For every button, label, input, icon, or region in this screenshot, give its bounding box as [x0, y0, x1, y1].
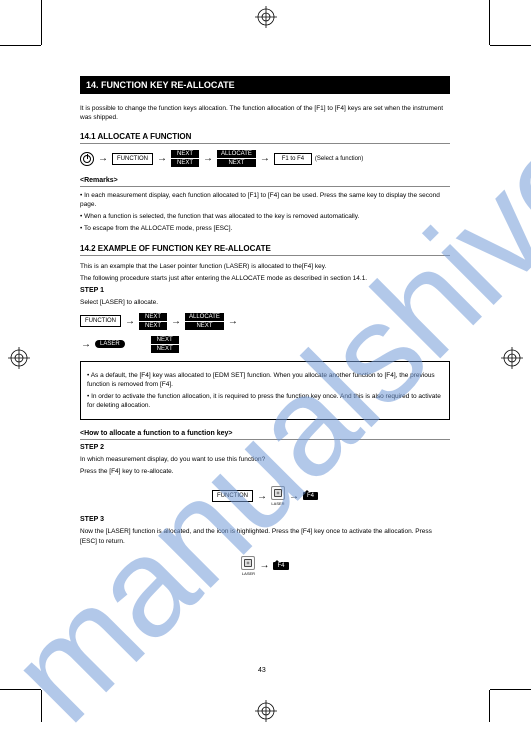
arrow-icon: →: [259, 153, 271, 164]
step-label: STEP 2: [80, 444, 450, 451]
flow-sequence: LASER → F4: [241, 556, 288, 576]
crop-mark: [41, 690, 42, 722]
crop-mark: [489, 690, 490, 722]
arrow-icon: →: [202, 153, 214, 164]
flow-sequence: → LASER NEXT NEXT: [80, 336, 450, 353]
crop-mark: [489, 0, 490, 45]
crop-mark: [0, 689, 41, 690]
remarks-text: • In each measurement display, each func…: [80, 191, 450, 233]
next-button: NEXT: [139, 313, 167, 321]
sub-heading: <Remarks>: [80, 177, 450, 187]
allocate-button: ALLOCATE: [217, 150, 256, 158]
next-button: NEXT: [171, 150, 199, 158]
power-icon: [80, 152, 94, 166]
arrow-icon: →: [156, 153, 168, 164]
flow-sequence: FUNCTION → LASER → F4: [212, 486, 318, 506]
crop-mark: [490, 45, 531, 46]
sub-heading: <How to allocate a function to a functio…: [80, 430, 450, 440]
note-text: (Select a function): [315, 156, 363, 162]
arrow-icon: →: [80, 339, 92, 350]
section-heading: 14.1 ALLOCATE A FUNCTION: [80, 132, 450, 144]
laser-icon: [241, 556, 255, 570]
next-button: NEXT: [139, 322, 167, 330]
flow-sequence: FUNCTION → NEXT NEXT → ALLOCATE NEXT →: [80, 313, 450, 330]
f-key-button: F1 to F4: [274, 153, 312, 165]
arrow-icon: →: [258, 560, 270, 571]
crop-mark: [0, 45, 41, 46]
arrow-icon: →: [97, 153, 109, 164]
page-content: 14. FUNCTION KEY RE-ALLOCATE It is possi…: [80, 76, 450, 582]
intro-text: It is possible to change the function ke…: [80, 104, 450, 122]
laser-label: LASER: [242, 571, 255, 576]
next-button: NEXT: [151, 345, 179, 353]
flow-sequence: → FUNCTION → NEXT NEXT → ALLOCATE NEXT →…: [80, 150, 450, 167]
next-button: NEXT: [171, 159, 199, 167]
registration-mark-icon: [255, 6, 277, 28]
crop-mark: [490, 689, 531, 690]
arrow-icon: →: [227, 316, 239, 327]
laser-icon: [271, 486, 285, 500]
registration-mark-icon: [255, 700, 277, 722]
page-title: 14. FUNCTION KEY RE-ALLOCATE: [80, 76, 450, 94]
section-heading: 14.2 EXAMPLE OF FUNCTION KEY RE-ALLOCATE: [80, 244, 450, 256]
note-box: • As a default, the [F4] key was allocat…: [80, 361, 450, 420]
f4-key: F4: [273, 562, 288, 570]
page-number: 43: [258, 667, 266, 674]
allocate-button: ALLOCATE: [185, 313, 224, 321]
laser-button: LASER: [95, 340, 125, 348]
laser-label: LASER: [271, 501, 284, 506]
arrow-icon: →: [288, 491, 300, 502]
body-text: This is an example that the Laser pointe…: [80, 262, 450, 283]
f4-key: F4: [303, 492, 318, 500]
registration-mark-icon: [501, 347, 523, 369]
next-button: NEXT: [151, 336, 179, 344]
function-button: FUNCTION: [80, 315, 121, 327]
function-button: FUNCTION: [112, 153, 153, 165]
step-text: In which measurement display, do you wan…: [80, 455, 450, 476]
arrow-icon: →: [124, 316, 136, 327]
crop-mark: [41, 0, 42, 45]
step-text: Now the [LASER] function is allocated, a…: [80, 527, 450, 545]
step-label: STEP 1: [80, 287, 450, 294]
arrow-icon: →: [256, 491, 268, 502]
step-text: Select [LASER] to allocate.: [80, 298, 450, 307]
registration-mark-icon: [8, 347, 30, 369]
step-label: STEP 3: [80, 516, 450, 523]
arrow-icon: →: [170, 316, 182, 327]
function-button: FUNCTION: [212, 490, 253, 502]
next-button: NEXT: [217, 159, 256, 167]
next-button: NEXT: [185, 322, 224, 330]
